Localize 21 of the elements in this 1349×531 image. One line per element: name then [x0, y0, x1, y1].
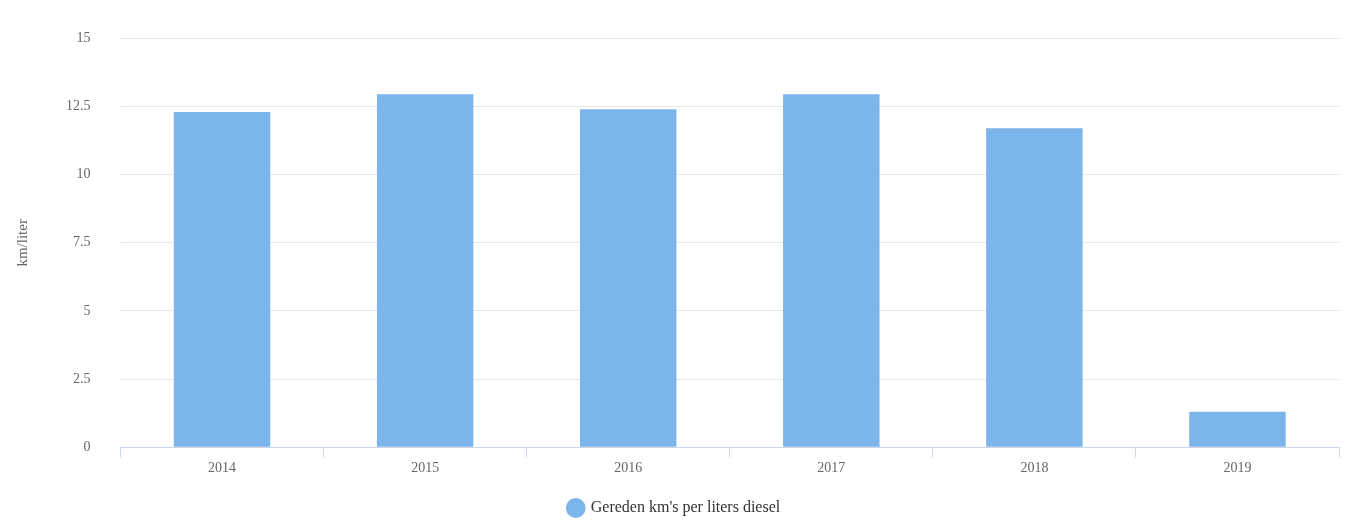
y-tick-label: 7.5	[73, 234, 91, 250]
x-tick-label: 2017	[817, 460, 846, 476]
x-tick-label: 2016	[614, 460, 643, 476]
y-axis-title: km/liter	[13, 219, 30, 267]
y-tick-label: 10	[76, 166, 91, 182]
bar	[579, 109, 677, 447]
y-tick-label: 5	[83, 302, 91, 318]
x-tick-label: 2018	[1020, 460, 1049, 476]
y-tick-label: 2.5	[73, 370, 91, 386]
bar	[376, 94, 474, 447]
bar	[1189, 411, 1286, 447]
x-tick-label: 2014	[208, 460, 237, 476]
bar	[986, 128, 1083, 447]
y-tick-label: 0	[83, 438, 91, 454]
bar	[783, 94, 880, 447]
y-tick-label: 15	[76, 30, 91, 46]
legend-label: Gereden km's per liters diesel	[590, 498, 781, 517]
y-tick-label: 12.5	[66, 98, 91, 114]
x-tick-label: 2019	[1223, 460, 1252, 476]
x-tick-label: 2015	[411, 460, 440, 476]
bar	[173, 111, 271, 447]
